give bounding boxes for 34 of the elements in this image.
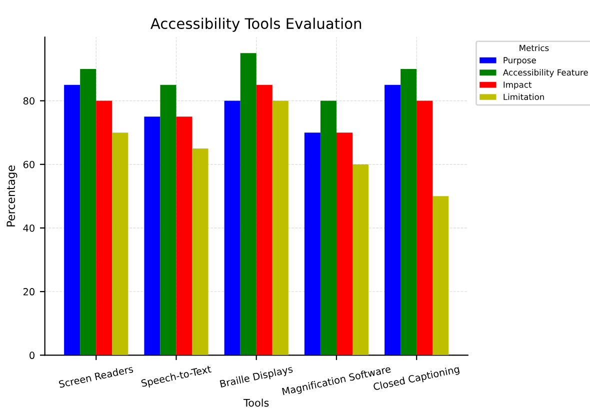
x-tick-label: Screen Readers (58, 365, 134, 388)
legend-label: Impact (504, 82, 532, 90)
bar (352, 164, 369, 356)
y-tick-label: 80 (23, 97, 34, 105)
bar (176, 116, 192, 356)
legend-label: Limitation (504, 94, 544, 100)
y-tick-label: 60 (23, 160, 34, 168)
bar (80, 68, 96, 356)
bar (336, 132, 352, 356)
bar (304, 132, 320, 356)
bar (112, 132, 128, 356)
y-tick-label: 20 (23, 288, 34, 296)
bar (240, 53, 256, 356)
bar (432, 196, 449, 356)
legend-title: Metrics (520, 44, 549, 52)
bar (144, 116, 160, 356)
bar (224, 100, 240, 356)
chart-title: Accessibility Tools Evaluation (150, 18, 362, 32)
bar (64, 84, 80, 356)
bar (272, 100, 288, 356)
bar (400, 68, 417, 356)
bar (384, 84, 401, 356)
bar (416, 100, 433, 356)
x-axis-title: Tools (243, 398, 269, 407)
legend-label: Accessibility Feature (503, 69, 588, 78)
bar (256, 84, 272, 356)
y-axis-title: Percentage (6, 166, 18, 226)
bar (160, 84, 176, 356)
bar (96, 100, 112, 356)
bar (192, 148, 208, 356)
bar (320, 100, 336, 356)
y-tick-label: 40 (23, 224, 34, 232)
legend-label: Purpose (504, 57, 536, 65)
y-tick-label: 0 (30, 352, 34, 360)
